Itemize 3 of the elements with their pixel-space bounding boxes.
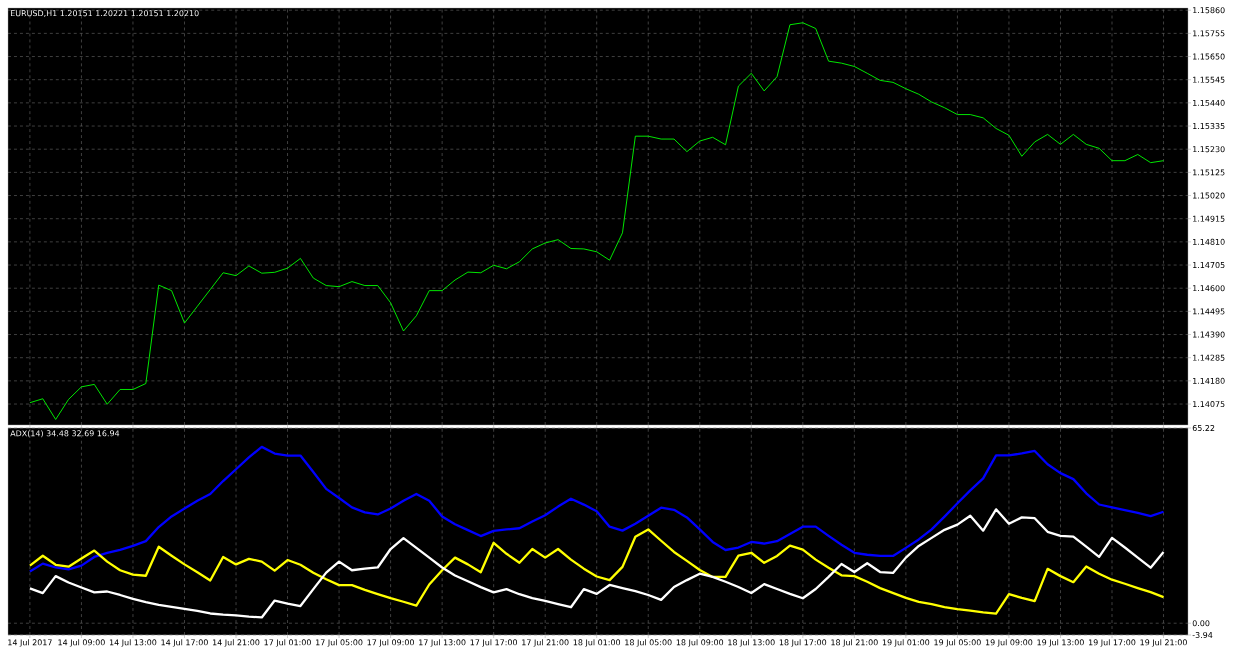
line-series	[28, 445, 1165, 573]
line-series	[28, 508, 1165, 619]
line-series	[29, 22, 1164, 420]
